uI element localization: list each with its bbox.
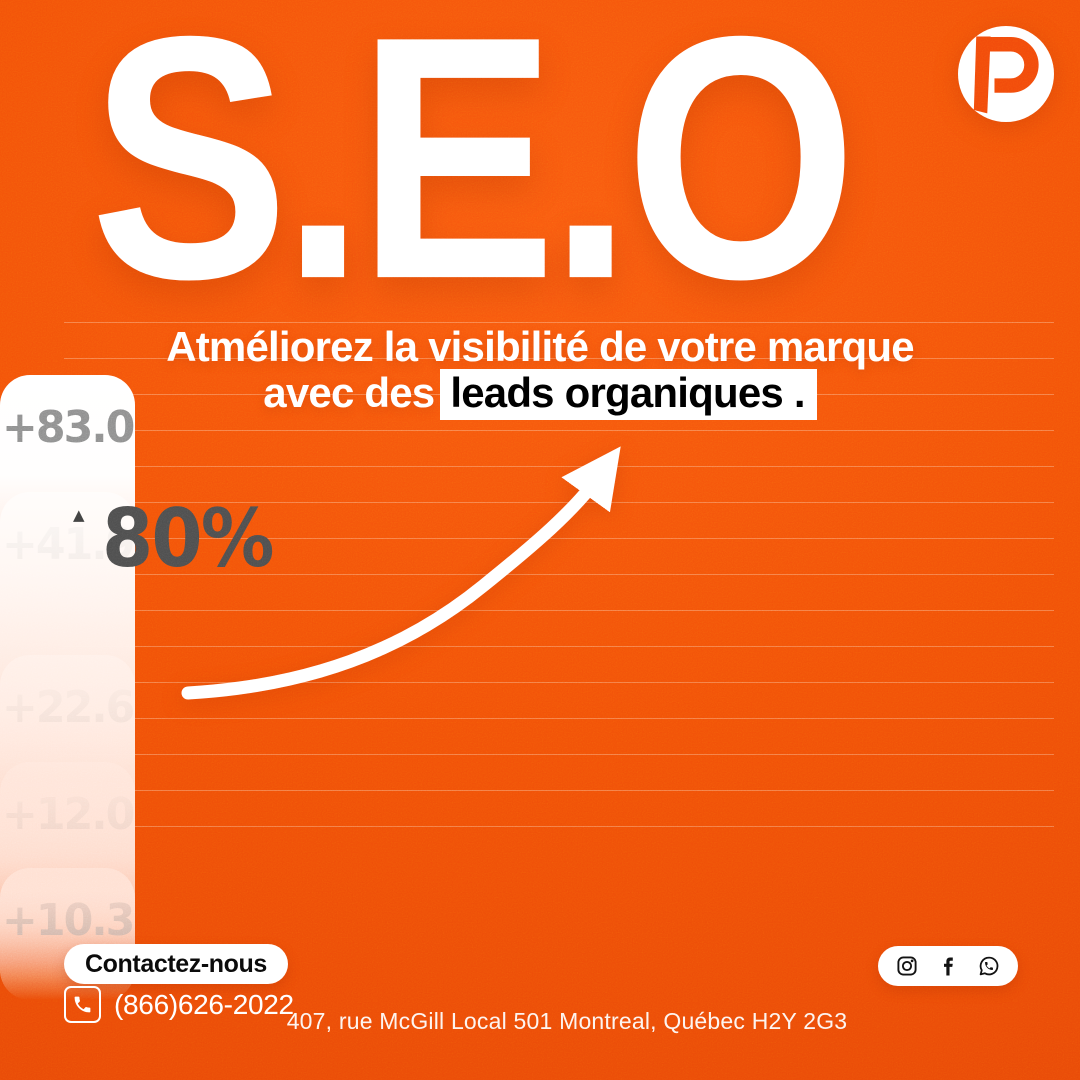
subtitle-line1: Atméliorez la visibilité de votre marque — [166, 323, 914, 370]
subtitle-highlight: leads organiques . — [440, 369, 817, 420]
growth-arrow-icon — [181, 446, 621, 700]
brand-logo-icon — [958, 26, 1054, 122]
address: 407, rue McGill Local 501 Montreal, Québ… — [286, 1008, 848, 1034]
instagram-icon[interactable] — [895, 954, 919, 978]
page-title: S.E.O — [90, 0, 857, 352]
subtitle: Atméliorez la visibilité de votre marque… — [0, 324, 1080, 420]
subtitle-line2-prefix: avec des — [263, 369, 435, 416]
whatsapp-icon[interactable] — [977, 954, 1001, 978]
social-links — [878, 946, 1018, 986]
triangle-up-icon: ▲ — [73, 506, 85, 524]
contact-button[interactable]: Contactez-nous — [64, 944, 288, 984]
subtitle-line2: avec des leads organiques . — [0, 369, 1080, 420]
facebook-icon[interactable] — [936, 954, 960, 978]
bar-5: +83.0 — [0, 375, 136, 1000]
